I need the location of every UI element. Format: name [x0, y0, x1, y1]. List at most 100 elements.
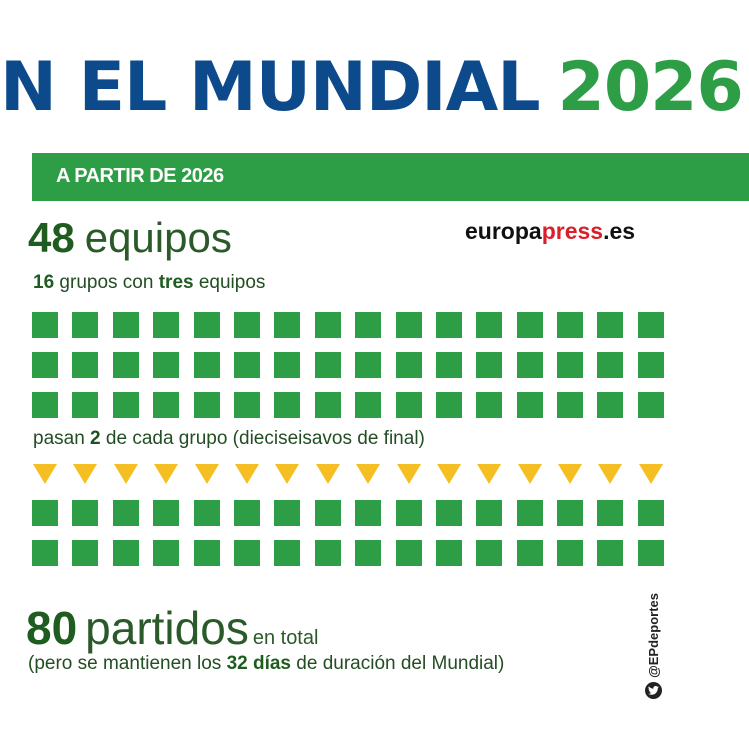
advance-strong: 2: [90, 428, 101, 449]
qualified-grid: [32, 500, 664, 566]
team-square: [557, 352, 584, 378]
advance-triangle: [436, 464, 461, 484]
team-square: [193, 352, 220, 378]
section-banner: A PARTIR DE 2026: [32, 153, 749, 201]
note-strong: 32 días: [226, 653, 291, 674]
advance-triangle: [477, 464, 502, 484]
social-handle-text[interactable]: @EPdeportes: [645, 593, 661, 678]
team-square: [32, 352, 58, 378]
qualified-team-square: [516, 500, 543, 526]
team-square: [637, 352, 664, 378]
team-square: [193, 312, 220, 338]
qualified-team-square: [274, 540, 301, 566]
qualified-team-square: [476, 500, 503, 526]
team-square: [557, 312, 584, 338]
qualified-team-square: [72, 500, 99, 526]
note-text1: (pero se mantienen los: [28, 653, 227, 674]
advance-arrows: [32, 464, 664, 484]
team-square: [435, 392, 462, 418]
matches-number: 80: [26, 602, 78, 654]
team-square: [233, 312, 260, 338]
note-text2: de duración del Mundial): [291, 653, 505, 674]
teams-number: 48: [28, 214, 75, 261]
qualified-team-square: [637, 540, 664, 566]
qualified-team-square: [153, 540, 180, 566]
groups-description: 16 grupos con tres equipos: [33, 272, 265, 294]
matches-suffix: en total: [252, 627, 319, 649]
qualified-team-square: [435, 540, 462, 566]
qualified-team-square: [153, 500, 180, 526]
advance-triangle: [558, 464, 583, 484]
team-square: [274, 352, 301, 378]
social-handle[interactable]: @EPdeportes: [640, 593, 666, 713]
team-square: [395, 352, 422, 378]
brand-part1: europa: [465, 218, 542, 244]
team-square: [112, 352, 139, 378]
banner-label: A PARTIR DE 2026: [56, 165, 224, 187]
advance-triangle: [356, 464, 381, 484]
team-square: [355, 312, 382, 338]
advance-triangle: [598, 464, 623, 484]
team-square: [274, 392, 301, 418]
qualified-team-square: [314, 500, 341, 526]
advance-triangle: [73, 464, 98, 484]
team-square: [153, 392, 180, 418]
qualified-team-square: [637, 500, 664, 526]
team-square: [233, 392, 260, 418]
qualified-team-square: [193, 500, 220, 526]
team-square: [153, 312, 180, 338]
qualified-team-square: [597, 540, 624, 566]
advance-triangle: [33, 464, 57, 484]
advance-triangle: [315, 464, 340, 484]
qualified-team-square: [476, 540, 503, 566]
team-square: [72, 392, 99, 418]
qualified-team-square: [355, 500, 382, 526]
qualified-team-square: [435, 500, 462, 526]
advance-description: pasan 2 de cada grupo (dieciseisavos de …: [33, 428, 425, 450]
team-square: [72, 312, 99, 338]
advance-triangle: [113, 464, 138, 484]
advance-triangle: [275, 464, 300, 484]
groups-text2: equipos: [193, 272, 266, 293]
brand-logo: europapress.es: [465, 218, 635, 245]
matches-count: 80 partidos en total: [26, 598, 318, 670]
team-square: [597, 352, 624, 378]
qualified-team-square: [557, 540, 584, 566]
teams-grid: [32, 312, 664, 418]
title-main: N EL MUNDIAL: [0, 48, 541, 127]
team-square: [193, 392, 220, 418]
team-square: [112, 312, 139, 338]
team-square: [112, 392, 139, 418]
team-square: [516, 392, 543, 418]
team-square: [314, 352, 341, 378]
team-square: [476, 312, 503, 338]
team-square: [476, 392, 503, 418]
qualified-team-square: [72, 540, 99, 566]
qualified-team-square: [193, 540, 220, 566]
title-year: 2026: [557, 48, 744, 127]
advance-triangle: [517, 464, 542, 484]
qualified-team-square: [112, 500, 139, 526]
brand-part2: press: [541, 218, 604, 244]
matches-word: partidos: [85, 602, 249, 654]
team-square: [72, 352, 99, 378]
team-square: [597, 312, 624, 338]
team-square: [32, 392, 58, 418]
team-square: [435, 312, 462, 338]
qualified-team-square: [355, 540, 382, 566]
advance-triangle: [194, 464, 219, 484]
team-square: [274, 312, 301, 338]
qualified-team-square: [314, 540, 341, 566]
groups-text1: grupos con: [54, 272, 159, 293]
advance-triangle: [234, 464, 259, 484]
qualified-team-square: [32, 500, 58, 526]
groups-number: 16: [33, 272, 55, 293]
team-square: [355, 352, 382, 378]
teams-count: 48 equipos: [28, 210, 232, 276]
team-square: [233, 352, 260, 378]
teams-word: equipos: [84, 214, 232, 261]
qualified-team-square: [233, 540, 260, 566]
page-title: N EL MUNDIAL 2026: [0, 48, 744, 128]
team-square: [314, 392, 341, 418]
qualified-team-square: [516, 540, 543, 566]
